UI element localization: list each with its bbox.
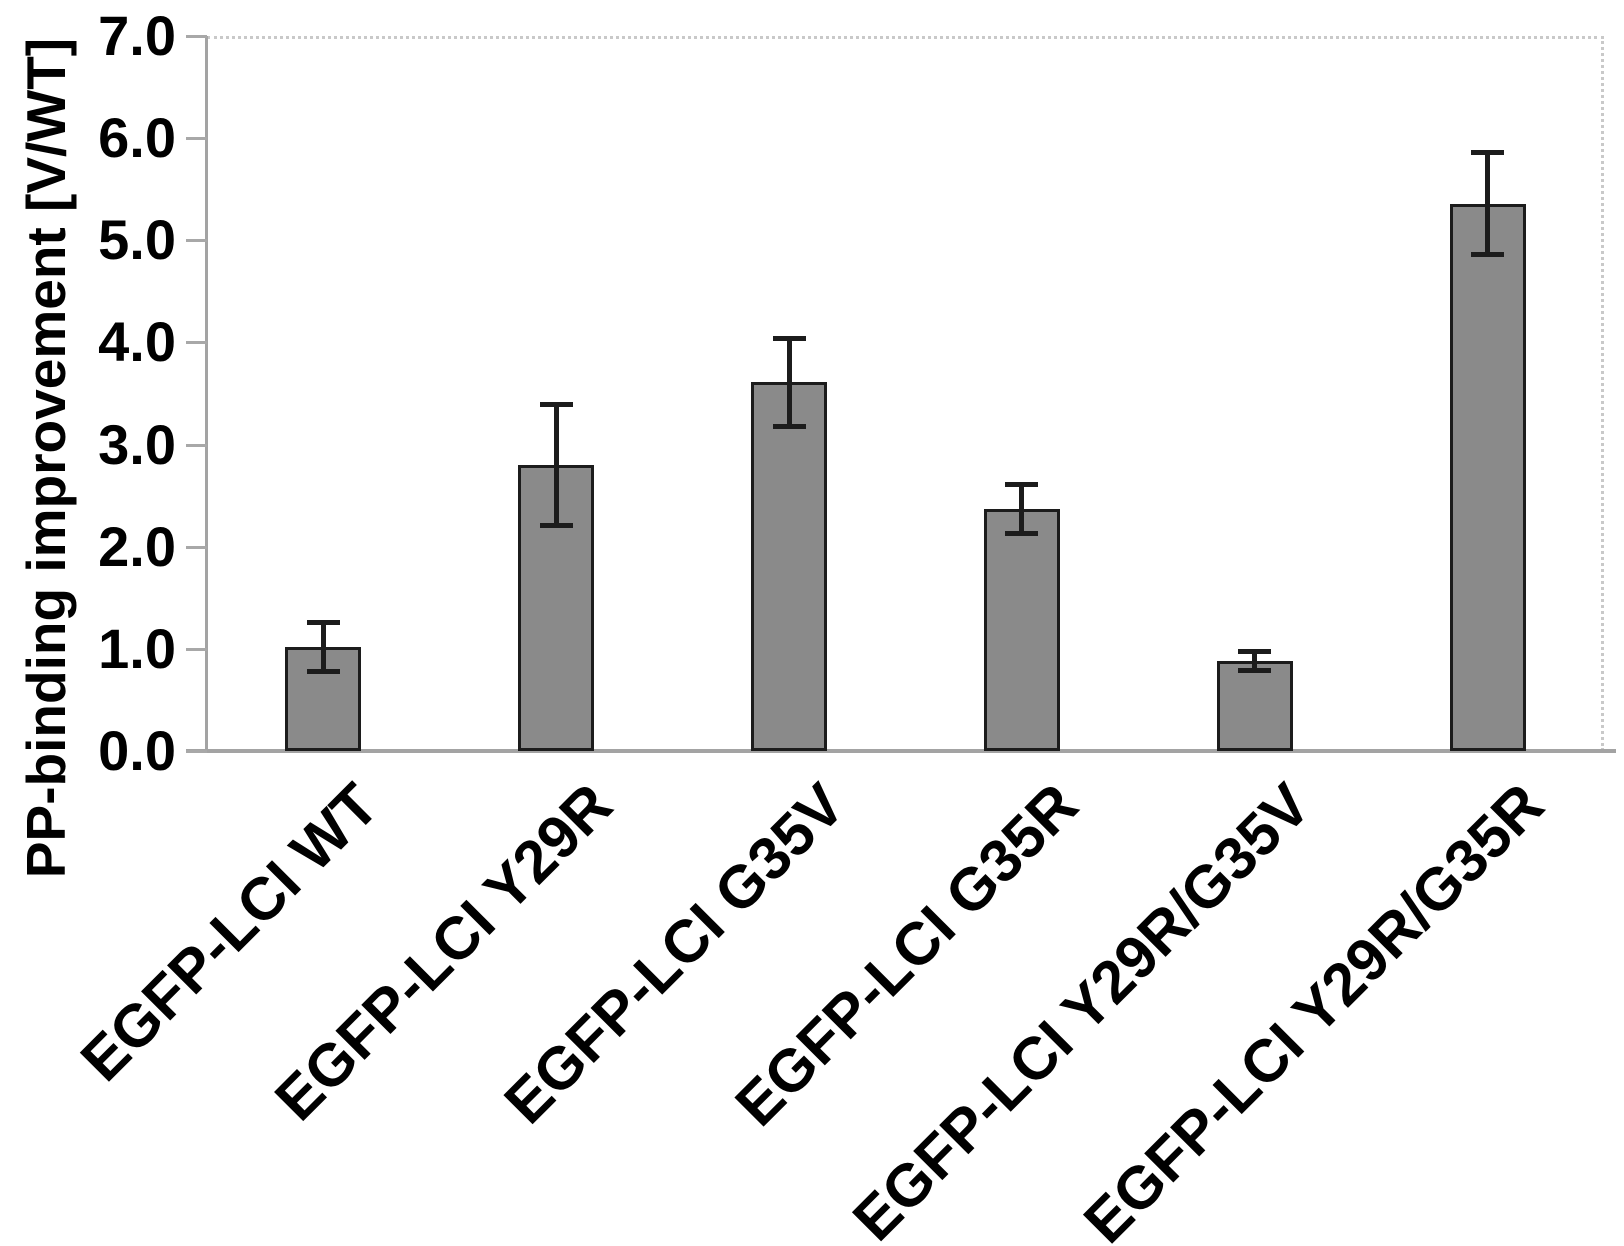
y-axis-line (205, 36, 208, 753)
y-axis-tick-label: 5.0 (98, 208, 176, 272)
error-bar-cap (772, 423, 806, 429)
error-bar-cap (1005, 530, 1039, 536)
error-bar-cap (1238, 667, 1272, 673)
bar (1449, 203, 1526, 751)
error-bar-line (786, 338, 792, 427)
plot-area (207, 36, 1604, 751)
error-bar-cap (1005, 481, 1039, 487)
error-bar-line (320, 622, 326, 672)
error-bar-line (553, 404, 559, 526)
error-bar-cap (306, 668, 340, 674)
x-axis-category-label: EGFP-LCI Y29R/G35R (1070, 770, 1556, 1246)
error-bar-cap (1238, 649, 1272, 655)
x-axis-category-label: EGFP-LCI Y29R/G35V (840, 770, 1323, 1246)
error-bar-cap (1471, 149, 1505, 155)
bar (1216, 661, 1293, 751)
y-axis-tick (186, 341, 207, 345)
x-axis-line (186, 749, 1616, 753)
error-bar-cap (306, 619, 340, 625)
error-bar-line (1019, 484, 1025, 534)
y-axis-tick (186, 647, 207, 651)
bar (751, 382, 828, 751)
y-axis-tick-label: 2.0 (98, 514, 176, 578)
y-axis-tick-label: 4.0 (98, 310, 176, 374)
error-bar-cap (772, 335, 806, 341)
y-axis-tick-label: 7.0 (98, 4, 176, 67)
y-axis-tick (186, 545, 207, 549)
y-axis-tick-label: 6.0 (98, 106, 176, 170)
y-axis-tick-label: 3.0 (98, 412, 176, 476)
error-bar-line (1252, 651, 1258, 671)
y-axis-tick (186, 750, 207, 753)
error-bar-cap (539, 402, 573, 408)
y-axis-tick (186, 239, 207, 243)
y-axis-tick-label: 0.0 (98, 719, 176, 782)
bar (285, 646, 362, 751)
bar (983, 508, 1060, 751)
y-axis-tick (186, 137, 207, 141)
error-bar-line (1485, 152, 1491, 255)
error-bar-cap (539, 522, 573, 528)
error-bar-cap (1471, 252, 1505, 258)
y-axis-tick (186, 443, 207, 447)
y-axis-tick (186, 35, 207, 38)
y-axis-tick-label: 1.0 (98, 616, 176, 680)
